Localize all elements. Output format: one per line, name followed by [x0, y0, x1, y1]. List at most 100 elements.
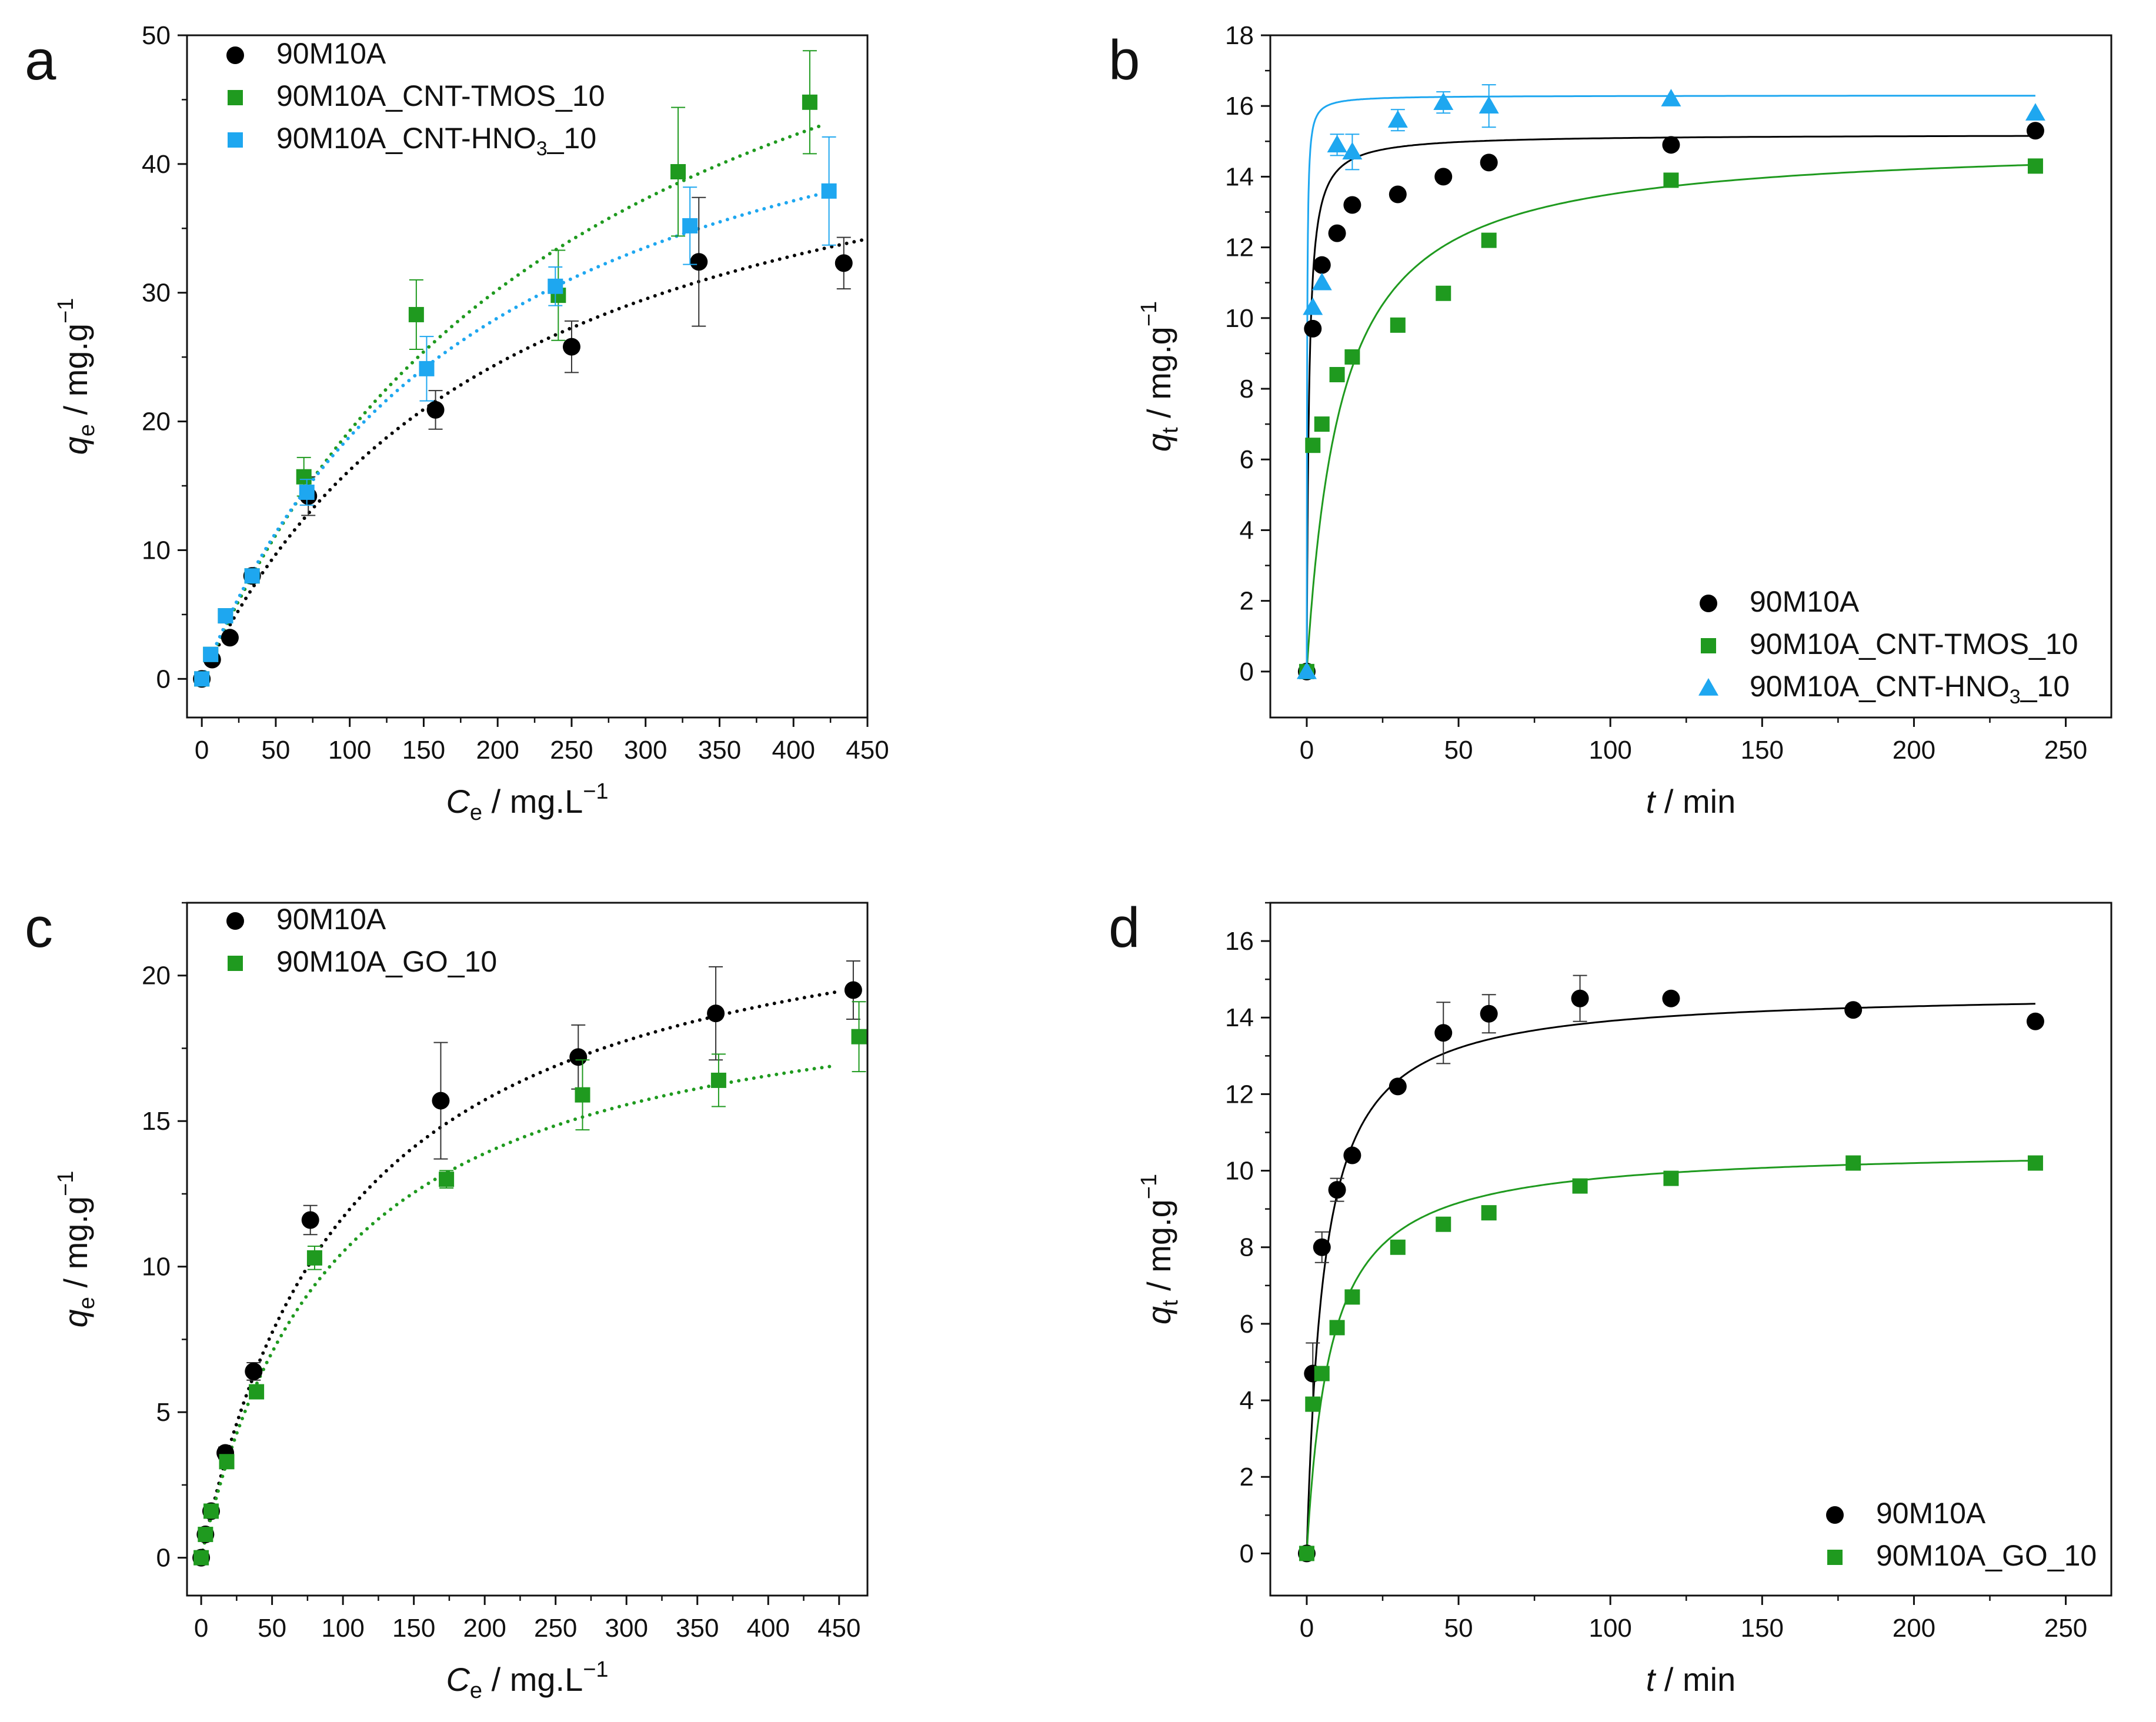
data-point — [244, 568, 260, 584]
data-point — [1313, 256, 1331, 274]
data-point — [821, 183, 837, 199]
panel-letter: c — [25, 896, 53, 959]
data-point — [1845, 1155, 1861, 1171]
y-tick-label: 0 — [1240, 1539, 1254, 1568]
data-point — [1344, 1289, 1360, 1305]
data-point — [1662, 136, 1680, 154]
data-point — [835, 254, 853, 272]
data-point — [203, 646, 219, 662]
data-point — [2027, 158, 2043, 174]
legend-marker — [1701, 638, 1716, 653]
x-tick-label: 100 — [321, 1614, 364, 1643]
legend-label: 90M10A_CNT-TMOS_10 — [276, 79, 605, 112]
y-tick-label: 10 — [142, 536, 171, 565]
x-tick-label: 100 — [328, 736, 371, 765]
data-point — [221, 629, 239, 647]
data-point — [218, 608, 233, 624]
data-point — [1434, 168, 1453, 186]
legend-label: 90M10A_GO_10 — [1876, 1539, 2097, 1572]
panel-letter: a — [25, 29, 56, 92]
y-tick-label: 30 — [142, 279, 171, 308]
x-tick-label: 250 — [550, 736, 593, 765]
x-axis-label: Ce / mg.L−1 — [446, 1657, 608, 1703]
data-point — [844, 981, 862, 999]
data-point — [1343, 1146, 1361, 1164]
x-tick-label: 200 — [1893, 1614, 1935, 1643]
data-point — [562, 338, 580, 356]
data-point — [193, 1550, 209, 1566]
series-1 — [1299, 158, 2043, 679]
legend-label: 90M10A_CNT-HNO3_10 — [276, 122, 596, 160]
data-point — [1305, 1396, 1321, 1412]
y-tick-label: 4 — [1240, 516, 1254, 545]
legend: 90M10A 90M10A_GO_10 — [1826, 1497, 2097, 1572]
x-tick-label: 400 — [772, 736, 815, 765]
data-point — [1342, 142, 1363, 160]
data-point — [1480, 1004, 1498, 1023]
data-point — [299, 484, 315, 500]
x-tick-label: 200 — [1893, 736, 1935, 765]
data-point — [1314, 416, 1330, 432]
legend-marker — [226, 46, 244, 64]
y-axis-label: qe / mg.g−1 — [54, 298, 99, 455]
y-tick-label: 2 — [1240, 587, 1254, 616]
data-point — [1479, 96, 1499, 114]
fit-line-1 — [1306, 163, 2035, 672]
y-tick-label: 20 — [142, 962, 171, 990]
y-axis-label: qt / mg.g−1 — [1137, 301, 1183, 452]
y-tick-label: 10 — [1225, 1157, 1254, 1186]
data-point — [1663, 172, 1679, 188]
plot-frame — [1269, 902, 2112, 1597]
data-point — [802, 94, 817, 110]
x-tick-label: 350 — [676, 1614, 719, 1643]
x-tick-label: 0 — [1300, 1614, 1314, 1643]
data-point — [1328, 224, 1346, 242]
data-point — [1311, 272, 1332, 291]
y-tick-label: 40 — [142, 150, 171, 179]
y-tick-label: 14 — [1225, 162, 1254, 191]
y-tick-label: 8 — [1240, 375, 1254, 403]
data-point — [419, 361, 435, 376]
series-2 — [1296, 84, 2045, 679]
data-point — [203, 1503, 219, 1519]
fit-line-0 — [200, 237, 869, 681]
data-point — [1844, 1001, 1863, 1019]
data-point — [1328, 1181, 1346, 1199]
data-point — [306, 1250, 322, 1266]
series-1 — [1299, 1155, 2043, 1561]
data-point — [670, 164, 686, 179]
y-axis-label: qe / mg.g−1 — [54, 1171, 99, 1328]
plot-frame — [1269, 34, 2112, 719]
series-0 — [1297, 122, 2044, 680]
legend-marker — [228, 90, 243, 105]
x-tick-label: 200 — [476, 736, 519, 765]
data-point — [1436, 1216, 1451, 1232]
x-tick-label: 400 — [747, 1614, 790, 1643]
data-point — [1314, 1366, 1330, 1381]
data-point — [1481, 1205, 1497, 1221]
legend-marker — [226, 912, 244, 930]
y-tick-label: 14 — [1225, 1003, 1254, 1032]
x-tick-label: 0 — [195, 736, 209, 765]
y-tick-label: 4 — [1240, 1386, 1254, 1415]
y-tick-label: 5 — [156, 1398, 171, 1427]
x-tick-label: 300 — [605, 1614, 648, 1643]
data-point — [1305, 438, 1321, 453]
x-tick-label: 350 — [698, 736, 741, 765]
data-point — [1434, 1024, 1453, 1042]
data-point — [439, 1172, 455, 1187]
data-point — [249, 1384, 265, 1400]
data-point — [548, 278, 563, 294]
x-axis-label: Ce / mg.L−1 — [446, 779, 608, 825]
panel-c: c 0 50 100 150 200 250 300 350 400 450 0 5 10 15 20 Ce /… — [25, 896, 869, 1703]
y-tick-label: 6 — [1240, 1310, 1254, 1339]
panel-letter: d — [1109, 896, 1140, 959]
x-tick-label: 50 — [258, 1614, 286, 1643]
y-tick-label: 16 — [1225, 92, 1254, 121]
data-point — [1343, 196, 1361, 214]
panel-d: d 0 50 100 150 200 250 0 2 4 6 8 10 12 14 16 t / min qt /… — [1109, 896, 2112, 1698]
legend-label: 90M10A — [1876, 1497, 1986, 1530]
x-tick-label: 50 — [261, 736, 290, 765]
x-tick-label: 250 — [2044, 736, 2087, 765]
